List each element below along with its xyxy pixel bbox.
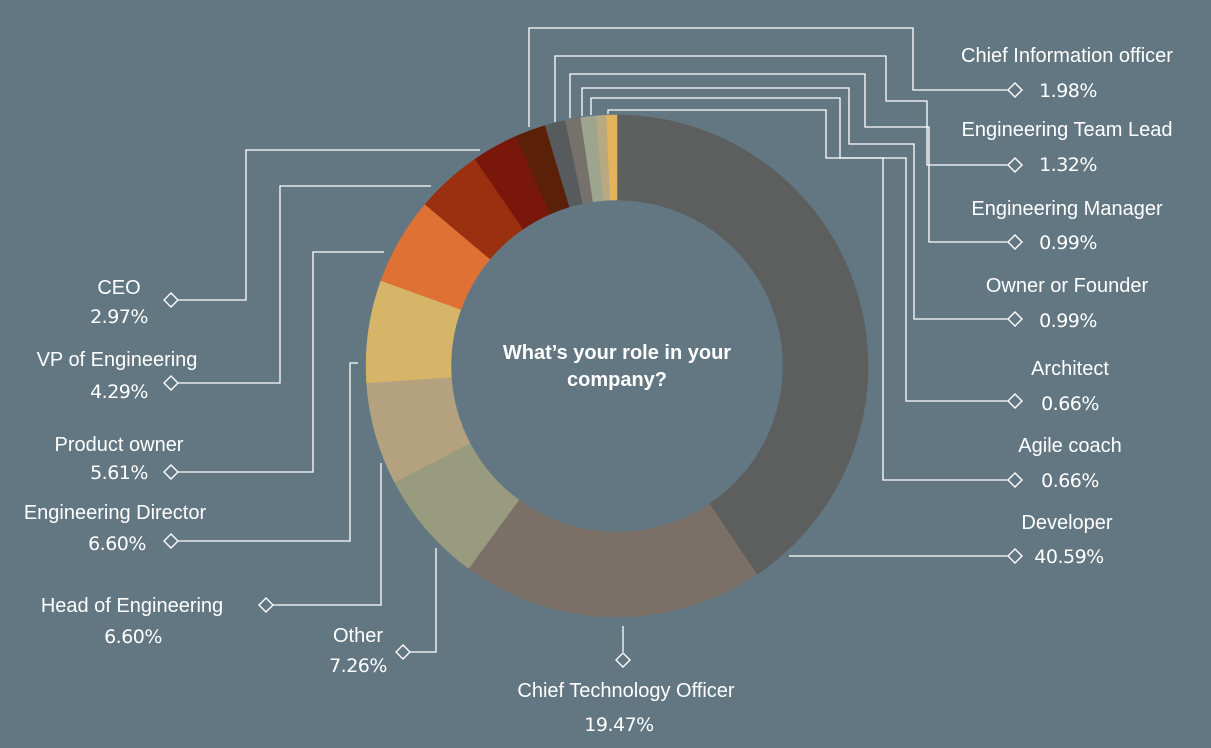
slice-agile-coach	[606, 114, 618, 201]
diamond-marker-head-of-engineering	[258, 597, 274, 613]
slice-value-owner-or-founder: 0.99%	[1039, 310, 1097, 332]
chart-center-title-line-2: company?	[567, 369, 667, 391]
slice-developer	[616, 114, 869, 575]
diamond-marker-developer	[1007, 548, 1023, 564]
slice-value-vp-of-engineering: 4.29%	[90, 381, 148, 403]
slice-value-chief-technology-officer: 19.47%	[584, 714, 653, 736]
diamond-marker-vp-of-engineering	[163, 375, 179, 391]
slice-label-ceo: CEO	[97, 277, 140, 299]
slice-label-vp-of-engineering: VP of Engineering	[37, 349, 198, 371]
leader-line-engineering-manager	[569, 73, 1008, 243]
slice-value-other: 7.26%	[329, 655, 387, 677]
slice-chief-technology-officer	[468, 499, 758, 618]
diamond-marker-product-owner	[163, 464, 179, 480]
diamond-marker-chief-technology-officer	[615, 652, 631, 668]
diamond-marker-other	[395, 644, 411, 660]
slice-value-engineering-manager: 0.99%	[1039, 232, 1097, 254]
slice-label-agile-coach: Agile coach	[1018, 435, 1121, 457]
leader-line-engineering-team-lead	[554, 55, 1008, 166]
leader-line-head-of-engineering	[273, 463, 382, 606]
leader-line-chief-information-officer	[528, 27, 1008, 127]
slice-label-engineering-team-lead: Engineering Team Lead	[962, 119, 1173, 141]
slice-value-engineering-team-lead: 1.32%	[1039, 154, 1097, 176]
slice-value-product-owner: 5.61%	[90, 462, 148, 484]
slice-label-chief-information-officer: Chief Information officer	[961, 45, 1173, 67]
diamond-marker-engineering-director	[163, 533, 179, 549]
chart-center-title-line-1: What’s your role in your	[503, 342, 731, 364]
leader-line-owner-or-founder	[581, 87, 1008, 320]
leader-line-vp-of-engineering	[178, 185, 431, 384]
slice-label-engineering-director: Engineering Director	[24, 502, 207, 524]
slice-value-head-of-engineering: 6.60%	[104, 626, 162, 648]
donut-slices	[365, 114, 869, 618]
slice-label-architect: Architect	[1031, 358, 1109, 380]
slice-labels: Developer 40.59% Chief Technology Officer 1…	[24, 45, 1173, 736]
leader-line-agile-coach	[607, 109, 1008, 481]
slice-label-chief-technology-officer: Chief Technology Officer	[517, 680, 734, 702]
diamond-marker-engineering-team-lead	[1007, 157, 1023, 173]
slice-label-product-owner: Product owner	[55, 434, 184, 456]
leader-line-engineering-director	[178, 362, 358, 542]
slice-value-architect: 0.66%	[1041, 393, 1099, 415]
leader-line-ceo	[178, 149, 480, 301]
label-markers	[163, 82, 1023, 668]
slice-value-ceo: 2.97%	[90, 306, 148, 328]
diamond-marker-agile-coach	[1007, 472, 1023, 488]
slice-label-engineering-manager: Engineering Manager	[971, 198, 1163, 220]
leader-lines	[178, 27, 1008, 653]
slice-value-chief-information-officer: 1.98%	[1039, 80, 1097, 102]
slice-label-developer: Developer	[1021, 512, 1113, 534]
diamond-marker-owner-or-founder	[1007, 311, 1023, 327]
diamond-marker-engineering-manager	[1007, 234, 1023, 250]
slice-label-other: Other	[333, 625, 383, 647]
leader-line-other	[410, 548, 437, 653]
leader-line-product-owner	[178, 251, 384, 473]
diamond-marker-chief-information-officer	[1007, 82, 1023, 98]
diamond-marker-ceo	[163, 292, 179, 308]
diamond-marker-architect	[1007, 393, 1023, 409]
slice-value-agile-coach: 0.66%	[1041, 470, 1099, 492]
slice-value-engineering-director: 6.60%	[88, 533, 146, 555]
slice-value-developer: 40.59%	[1034, 546, 1103, 568]
slice-label-head-of-engineering: Head of Engineering	[41, 595, 223, 617]
slice-label-owner-or-founder: Owner or Founder	[986, 275, 1149, 297]
